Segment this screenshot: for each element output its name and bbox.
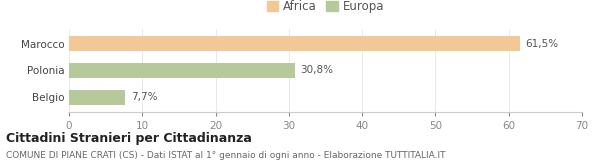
Text: 30,8%: 30,8%	[301, 65, 334, 75]
Text: Cittadini Stranieri per Cittadinanza: Cittadini Stranieri per Cittadinanza	[6, 132, 252, 145]
Bar	[69, 90, 125, 105]
Text: 61,5%: 61,5%	[526, 39, 559, 49]
Text: COMUNE DI PIANE CRATI (CS) - Dati ISTAT al 1° gennaio di ogni anno - Elaborazion: COMUNE DI PIANE CRATI (CS) - Dati ISTAT …	[6, 151, 445, 160]
Bar	[69, 36, 520, 51]
Text: 7,7%: 7,7%	[131, 92, 158, 102]
Legend: Africa, Europa: Africa, Europa	[266, 0, 385, 13]
Bar	[69, 63, 295, 78]
